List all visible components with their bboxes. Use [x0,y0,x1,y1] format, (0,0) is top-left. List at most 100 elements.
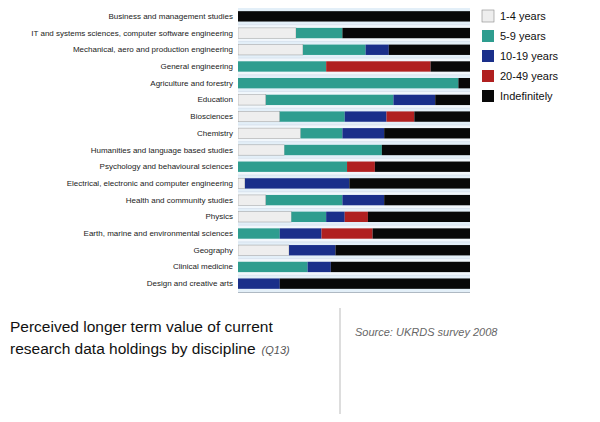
row-separator [238,41,470,42]
row-background [238,208,470,225]
row-separator [238,24,470,25]
y-tick-label: Mechanical, aero and production engineer… [73,45,233,54]
row-separator [238,141,470,142]
row-separator [238,208,470,209]
bar-segment [345,111,387,121]
bar-segment [373,228,470,238]
legend-label: 10-19 years [500,50,559,62]
bar-segment [326,61,430,71]
legend-swatch [482,30,494,42]
bar-segment [389,45,470,55]
row-separator [238,91,470,92]
y-tick-label: Education [197,95,233,104]
row-separator [238,191,470,192]
row-separator [238,158,470,159]
row-separator [238,74,470,75]
bar-segment [342,195,384,205]
bar-segment [238,245,289,255]
bar-segment [322,228,373,238]
row-separator [238,225,470,226]
row-background [238,41,470,58]
row-separator [238,241,470,242]
bar-segment [296,28,342,38]
bar-segment [335,245,470,255]
row-background [238,75,470,92]
row-background [238,259,470,276]
y-tick-label: Health and community studies [126,196,233,205]
y-tick-labels: Business and management studiesIT and sy… [31,12,233,288]
row-separator [238,124,470,125]
divider [340,308,341,414]
bar-segment [238,128,301,138]
bar-segment [345,212,368,222]
row-separator [238,108,470,109]
bar-segment [238,228,280,238]
y-tick-label: Psychology and behavioural sciences [100,162,233,171]
legend-label: 1-4 years [500,10,546,22]
row-background [238,25,470,42]
y-tick-label: Business and management studies [108,12,233,21]
subtitle: (Q13) [262,344,290,356]
row-background [238,108,470,125]
row-background [238,192,470,209]
row-background [238,275,470,292]
row-separator [238,58,470,59]
legend-swatch [482,50,494,62]
legend-label: 20-49 years [500,70,559,82]
y-tick-label: Agriculture and forestry [150,79,233,88]
bar-segment [284,145,381,155]
bar-segment [384,128,470,138]
bar-segment [326,212,345,222]
bar-segment [238,28,296,38]
y-tick-label: Geography [193,246,233,255]
bar-segment [291,212,326,222]
bar-segment [431,61,470,71]
bar-segment [238,262,308,272]
row-separators [238,25,470,276]
row-background [238,8,470,25]
row-separator [238,175,470,176]
bar-segment [301,128,343,138]
bar-segment [238,45,303,55]
y-tick-label: Electrical, electronic and computer engi… [67,179,233,188]
bars [238,11,470,289]
bar-segment [266,195,343,205]
bar-segment [245,178,349,188]
bar-segment [280,228,322,238]
y-tick-label: Biosciences [190,112,233,121]
bar-segment [384,195,470,205]
bar-segment [238,61,326,71]
bar-segment [366,45,389,55]
bar-segment [303,45,366,55]
bar-segment [280,278,470,288]
bar-segment [349,178,470,188]
bar-segment [238,278,280,288]
y-tick-label: Design and creative arts [147,279,233,288]
y-tick-label: Clinical medicine [173,262,234,271]
bar-segment [238,95,266,105]
row-background [238,58,470,75]
bar-segment [382,145,470,155]
bar-segment [386,111,414,121]
x-axis-line [238,292,470,293]
bar-segment [238,111,280,121]
bar-segment [458,78,470,88]
bar-segment [238,195,266,205]
row-background [238,242,470,259]
row-background [238,92,470,109]
bar-segment [331,262,470,272]
bar-segment [238,78,458,88]
bar-segment [375,162,470,172]
y-tick-label: Earth, marine and environmental sciences [84,229,233,238]
y-tick-label: Chemistry [197,129,233,138]
legend-swatch [482,70,494,82]
legend-swatch [482,90,494,102]
bar-segment [342,28,470,38]
bar-segment [266,95,394,105]
legend: 1-4 years5-9 years10-19 years20-49 years… [482,10,559,102]
legend-swatch [482,10,494,22]
row-background [238,125,470,142]
bar-segment [238,11,470,21]
bar-segment [280,111,345,121]
bar-segment [238,145,284,155]
